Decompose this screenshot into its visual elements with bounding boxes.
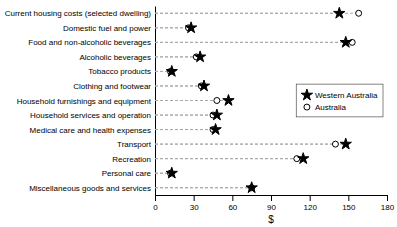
x-tick-mark xyxy=(232,195,233,201)
legend: Western Australia Australia xyxy=(296,84,383,117)
legend-box xyxy=(296,84,383,117)
x-tick-mark xyxy=(387,195,388,201)
point xyxy=(246,182,257,193)
y-tick: Clothing and footwear xyxy=(73,82,151,91)
x-tick: 150 xyxy=(342,195,356,212)
y-tick: Tobacco products xyxy=(88,67,151,76)
y-tick: Domestic fuel and power xyxy=(63,24,151,33)
point xyxy=(210,124,221,135)
point xyxy=(166,65,177,76)
point xyxy=(214,98,220,104)
legend-label: Australia xyxy=(315,103,347,112)
x-tick-label: 60 xyxy=(228,203,237,212)
legend-item: Western Australia xyxy=(301,89,378,100)
y-tick-label: Current housing costs (selected dwelling… xyxy=(5,9,152,18)
stem xyxy=(155,144,346,145)
x-tick: 180 xyxy=(381,195,395,212)
y-tick-label: Household services and operation xyxy=(30,111,151,120)
x-tick-label: 120 xyxy=(303,203,317,212)
point xyxy=(298,153,309,164)
point xyxy=(194,51,205,62)
y-tick: Current housing costs (selected dwelling… xyxy=(5,9,152,18)
x-tick-label: 150 xyxy=(342,203,356,212)
stem xyxy=(155,187,252,188)
y-tick-label: Personal care xyxy=(102,169,152,178)
point xyxy=(340,36,351,47)
y-tick-label: Household furnishings and equipment xyxy=(17,97,152,106)
y-tick: Transport xyxy=(117,140,152,149)
stem xyxy=(155,115,213,116)
y-tick: Food and non-alcoholic beverages xyxy=(28,38,151,47)
y-tick: Household furnishings and equipment xyxy=(17,97,152,106)
stem xyxy=(155,129,216,130)
y-tick-label: Clothing and footwear xyxy=(73,82,151,91)
y-tick-label: Recreation xyxy=(112,155,151,164)
x-tick-mark xyxy=(310,195,311,201)
x-tick-mark xyxy=(271,195,272,201)
point xyxy=(198,80,209,91)
y-tick: Medical care and health expenses xyxy=(30,126,151,135)
stem xyxy=(155,158,303,159)
y-tick-label: Food and non-alcoholic beverages xyxy=(28,38,151,47)
stem xyxy=(155,100,217,101)
y-tick-label: Domestic fuel and power xyxy=(63,24,151,33)
legend-symbol xyxy=(301,89,312,100)
y-tick: Recreation xyxy=(112,155,151,164)
y-tick-label: Medical care and health expenses xyxy=(30,126,151,135)
y-tick-label: Alcoholic beverages xyxy=(79,53,151,62)
y-axis: Current housing costs (selected dwelling… xyxy=(5,7,156,196)
y-tick: Personal care xyxy=(102,169,152,178)
y-tick: Household services and operation xyxy=(30,111,151,120)
legend-item: Australia xyxy=(304,103,347,112)
legend-symbol xyxy=(304,104,310,110)
x-tick-mark xyxy=(194,195,195,201)
x-axis-line xyxy=(156,196,388,202)
y-tick-label: Tobacco products xyxy=(88,67,151,76)
x-axis-title: $ xyxy=(268,214,274,225)
stem xyxy=(155,56,196,57)
y-tick: Miscellaneous goods and services xyxy=(29,184,151,193)
point xyxy=(340,138,351,149)
stem xyxy=(155,85,204,86)
stem xyxy=(155,129,213,130)
chart: 0 30 60 90 120 150 180 Current housing costs (s… xyxy=(0,0,397,227)
legend-label: Western Australia xyxy=(315,91,378,100)
x-axis: 0 30 60 90 120 150 180 xyxy=(153,195,394,212)
stem xyxy=(155,158,297,159)
y-tick-label: Miscellaneous goods and services xyxy=(29,184,151,193)
y-tick: Alcoholic beverages xyxy=(79,53,151,62)
stem xyxy=(155,13,359,14)
x-tick: 30 xyxy=(190,195,199,212)
stem xyxy=(155,42,352,43)
stem xyxy=(155,115,217,116)
stem xyxy=(155,85,201,86)
stem xyxy=(155,187,252,188)
x-tick: 120 xyxy=(303,195,317,212)
x-tick: 90 xyxy=(267,195,276,212)
point xyxy=(211,109,222,120)
x-tick-label: 0 xyxy=(153,203,158,212)
point xyxy=(166,167,177,178)
y-tick-label: Transport xyxy=(117,140,152,149)
point xyxy=(332,141,338,147)
x-tick: 0 xyxy=(153,195,158,212)
x-tick-label: 90 xyxy=(267,203,276,212)
plot: 0 30 60 90 120 150 180 Current housing costs (s… xyxy=(5,7,395,226)
point xyxy=(185,22,196,33)
point xyxy=(356,10,362,16)
point xyxy=(334,7,345,18)
x-tick: 60 xyxy=(228,195,237,212)
x-tick-mark xyxy=(155,195,156,201)
stem xyxy=(155,27,189,28)
point xyxy=(223,95,234,106)
x-tick-label: 180 xyxy=(381,203,395,212)
x-tick-label: 30 xyxy=(190,203,199,212)
stem xyxy=(155,144,335,145)
x-tick-mark xyxy=(348,195,349,201)
